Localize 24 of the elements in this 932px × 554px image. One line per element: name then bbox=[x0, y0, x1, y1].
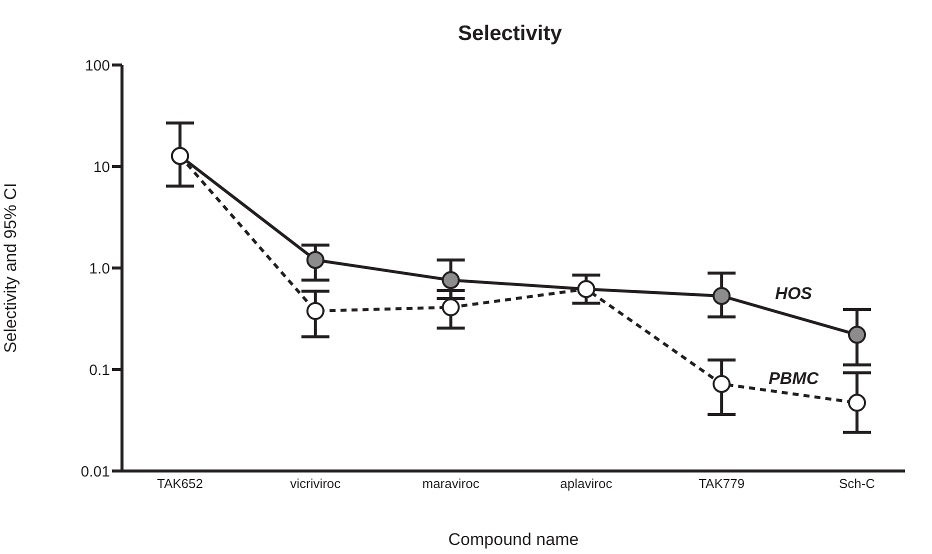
y-tick-label: 0.1 bbox=[89, 362, 110, 379]
x-tick-label: TAK779 bbox=[698, 476, 745, 492]
point bbox=[848, 394, 866, 412]
x-tick-label: maraviroc bbox=[422, 476, 480, 492]
point bbox=[442, 271, 460, 290]
point bbox=[712, 286, 731, 305]
point bbox=[442, 298, 460, 316]
y-tick-label: 10 bbox=[93, 158, 110, 176]
y-tick-label: 0.01 bbox=[80, 463, 110, 480]
series-label: HOS bbox=[775, 284, 813, 303]
chart-title: Selectivity bbox=[458, 22, 562, 45]
x-axis-title: Compound name bbox=[448, 530, 579, 550]
series-label: PBMC bbox=[768, 368, 820, 388]
point bbox=[306, 250, 324, 269]
point bbox=[712, 374, 731, 393]
y-tick-label: 1.0 bbox=[89, 260, 110, 278]
y-axis-title: Selectivity and 95% CI bbox=[1, 182, 20, 354]
point bbox=[306, 302, 324, 320]
x-tick-label: aplaviroc bbox=[560, 476, 613, 492]
x-tick-label: TAK652 bbox=[156, 476, 204, 492]
x-tick-label: Sch-C bbox=[838, 476, 876, 492]
x-tick-label: vicriviroc bbox=[290, 476, 342, 492]
point bbox=[848, 326, 866, 344]
y-tick-label: 100 bbox=[84, 57, 110, 74]
